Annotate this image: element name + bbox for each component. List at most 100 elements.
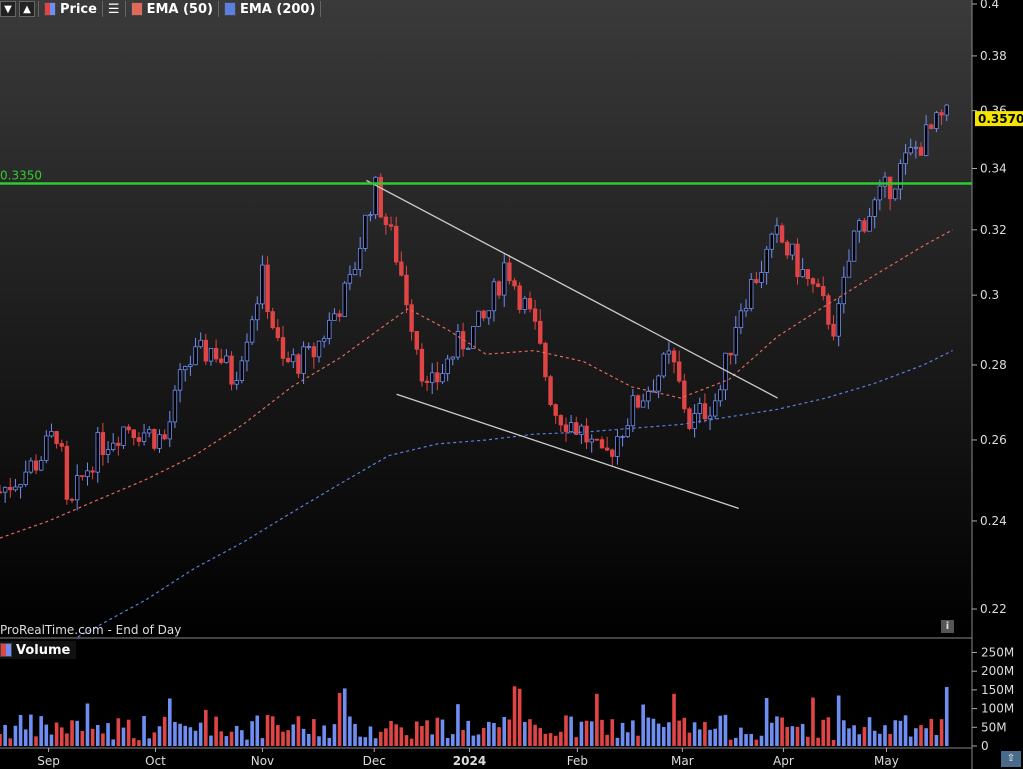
candle-body (877, 185, 883, 201)
download-icon[interactable]: ▼ (0, 1, 16, 17)
volume-bar (121, 727, 126, 746)
last-price-badge (975, 111, 1023, 127)
candle-body (177, 369, 183, 391)
candle-body (687, 408, 692, 429)
volume-bar (8, 738, 13, 746)
volume-bar (574, 737, 579, 746)
volume-bar (713, 728, 717, 746)
legend-ema200[interactable]: EMA (200) (222, 2, 317, 17)
candle-body (934, 112, 939, 129)
volume-legend[interactable]: Volume (0, 641, 77, 659)
volume-bar (281, 731, 285, 746)
upload-icon[interactable]: ▲ (19, 1, 35, 17)
info-icon[interactable]: i (941, 620, 954, 633)
candle-body (594, 438, 600, 441)
volume-bar (265, 715, 270, 746)
candle-body (851, 230, 857, 262)
legend-price[interactable]: Price (42, 2, 99, 17)
volume-bar (553, 735, 558, 746)
candle-body (157, 434, 162, 449)
volume-bar (260, 738, 265, 746)
candle-body (229, 355, 234, 385)
volume-bar (327, 737, 332, 746)
volume-bar (291, 724, 296, 746)
volume-bar (764, 697, 769, 746)
volume-bar (847, 728, 851, 746)
candle-body (558, 415, 564, 426)
volume-bar (461, 730, 465, 746)
candle-body (821, 286, 826, 297)
volume-bar (373, 738, 378, 746)
volume-bar (486, 721, 491, 746)
legend-ema50[interactable]: EMA (50) (129, 2, 215, 17)
price-tick-label: 0.4 (980, 0, 999, 11)
volume-bar (445, 737, 450, 746)
volume-bar (198, 722, 203, 746)
volume-bar (749, 733, 754, 746)
volume-bar (878, 733, 882, 746)
candle-body (640, 400, 646, 408)
volume-bar (80, 731, 85, 746)
candle-body (579, 425, 584, 435)
candle-body (774, 225, 780, 235)
candle-body (373, 176, 378, 216)
candle-body (110, 442, 116, 450)
volume-bar (600, 719, 604, 746)
candle-body (568, 422, 574, 432)
candle-body (383, 216, 389, 226)
ema50-swatch-icon (130, 2, 143, 16)
price-panel-bg (0, 0, 972, 637)
candle-body (414, 330, 419, 350)
volume-bar (620, 722, 625, 746)
candle-body (85, 470, 90, 477)
candle-body (718, 389, 723, 402)
x-tick-label: 2024 (453, 754, 486, 768)
candle-body (553, 404, 558, 416)
candle-body (867, 215, 872, 232)
candle-body (836, 303, 841, 337)
volume-bar (497, 727, 501, 746)
price-swatch-icon (44, 2, 56, 16)
scroll-up-icon[interactable]: ⇧ (1001, 751, 1021, 767)
volume-bar (502, 716, 507, 746)
candle-body (255, 303, 260, 321)
volume-bar (358, 736, 362, 746)
volume-bar (204, 709, 208, 746)
volume-bar (116, 718, 121, 746)
volume-bar (842, 720, 846, 746)
candle-body (105, 449, 111, 456)
volume-bar (95, 725, 100, 746)
candle-body (496, 281, 502, 296)
volume-bar (672, 693, 676, 746)
volume-bar (193, 730, 198, 746)
candle-body (316, 340, 322, 358)
volume-bar (579, 721, 584, 746)
candle-body (918, 146, 924, 156)
volume-bar (615, 737, 620, 746)
volume-bar (610, 719, 615, 746)
candle-body (404, 274, 409, 306)
candle-body (543, 342, 548, 378)
volume-bar (250, 721, 254, 746)
volume-bar (394, 724, 398, 746)
volume-bar (667, 722, 671, 746)
x-tick-label: Sep (37, 754, 60, 768)
candle-body (502, 262, 507, 296)
volume-bar (584, 720, 589, 746)
candle-body (49, 431, 54, 437)
candle-body (352, 268, 358, 276)
legend-ema50-label: EMA (50) (146, 1, 213, 17)
volume-bar (348, 716, 352, 746)
price-tick-label: 0.38 (980, 49, 1007, 63)
volume-bar (34, 736, 38, 746)
candle-body (548, 376, 553, 406)
volume-bar (723, 714, 728, 746)
volume-bar (224, 736, 229, 746)
candle-body (265, 264, 270, 313)
candle-body (887, 176, 893, 200)
volume-bar (569, 716, 573, 746)
candle-body (671, 350, 677, 363)
volume-bar (13, 725, 18, 746)
list-icon[interactable]: ☰ (107, 1, 120, 17)
